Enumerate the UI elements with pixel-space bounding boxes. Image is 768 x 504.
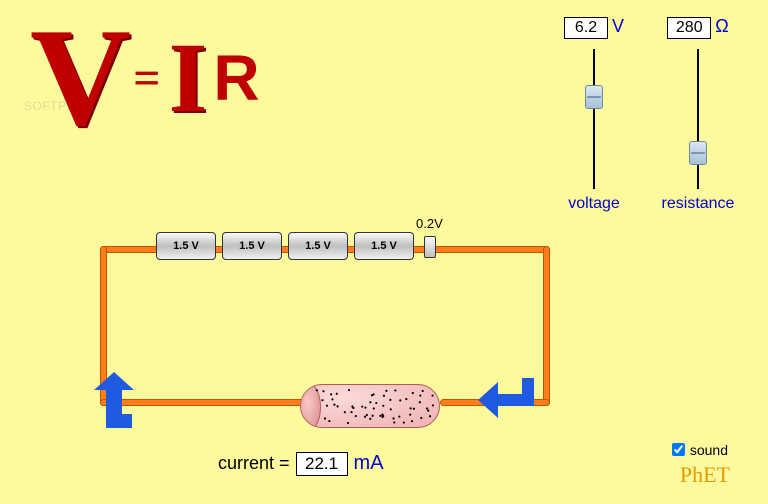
resistance-unit: Ω bbox=[715, 16, 728, 37]
battery: 1.5 V bbox=[288, 232, 348, 260]
current-readout: current = mA bbox=[218, 452, 384, 476]
formula-equals: = bbox=[133, 51, 160, 106]
voltage-slider[interactable] bbox=[593, 49, 595, 189]
resistance-label: resistance bbox=[648, 195, 748, 213]
current-arrow-left bbox=[88, 372, 148, 432]
formula-v: V bbox=[30, 22, 131, 134]
resistor-dots bbox=[301, 385, 439, 428]
sound-toggle[interactable]: sound bbox=[668, 440, 728, 459]
battery: 1.5 V bbox=[156, 232, 216, 260]
resistance-slider[interactable] bbox=[697, 49, 699, 189]
sound-checkbox[interactable] bbox=[672, 443, 685, 456]
current-arrow-right bbox=[474, 372, 534, 432]
battery-pack: 1.5 V 1.5 V 1.5 V 1.5 V bbox=[156, 232, 414, 260]
voltage-label: voltage bbox=[544, 195, 644, 213]
ohms-law-formula: V = I R bbox=[30, 22, 260, 134]
formula-r: R bbox=[213, 41, 259, 115]
battery: 1.5 V bbox=[354, 232, 414, 260]
battery: 1.5 V bbox=[222, 232, 282, 260]
voltage-slider-thumb[interactable] bbox=[585, 85, 603, 109]
partial-battery-label: 0.2V bbox=[416, 216, 443, 231]
current-label: current = bbox=[218, 453, 290, 474]
current-value[interactable] bbox=[296, 452, 348, 476]
resistance-control: Ω resistance bbox=[648, 16, 748, 213]
resistance-input[interactable] bbox=[667, 17, 711, 39]
voltage-input[interactable] bbox=[564, 17, 608, 39]
formula-i: I bbox=[168, 38, 207, 118]
resistor bbox=[300, 384, 440, 428]
voltage-unit: V bbox=[612, 16, 624, 37]
voltage-control: V voltage bbox=[544, 16, 644, 213]
partial-battery bbox=[424, 236, 436, 258]
current-unit: mA bbox=[354, 452, 384, 475]
wire-right bbox=[543, 246, 550, 406]
resistance-slider-thumb[interactable] bbox=[689, 141, 707, 165]
phet-logo: PhET bbox=[680, 462, 730, 488]
sound-label: sound bbox=[690, 442, 728, 458]
